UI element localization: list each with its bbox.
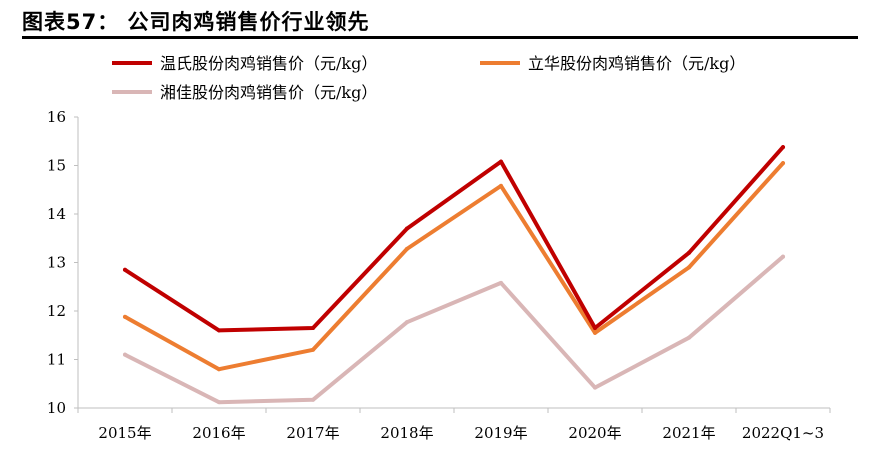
data-point [123, 352, 127, 357]
data-point [217, 328, 221, 333]
data-point [311, 347, 315, 352]
y-tick-label: 12 [47, 302, 66, 320]
y-tick-label: 15 [47, 157, 66, 175]
x-tick-label: 2020年 [568, 424, 621, 442]
x-tick-label: 2021年 [662, 424, 715, 442]
data-point [593, 330, 597, 335]
y-tick-label: 13 [47, 254, 66, 272]
data-point [499, 280, 503, 285]
data-point [405, 246, 409, 251]
data-point [405, 320, 409, 325]
series-line [123, 161, 785, 372]
legend-label: 湘佳股份肉鸡销售价（元/kg） [160, 83, 377, 102]
x-tick-label: 2019年 [474, 424, 527, 442]
data-point [311, 397, 315, 402]
data-point [217, 367, 221, 372]
figure-title: 图表57： 公司肉鸡销售价行业领先 [22, 10, 370, 34]
y-tick-label: 16 [47, 108, 66, 126]
data-point [781, 254, 785, 259]
y-tick-label: 14 [47, 205, 66, 223]
data-point [217, 400, 221, 405]
series-line [123, 254, 785, 405]
legend-label: 立华股份肉鸡销售价（元/kg） [528, 54, 745, 73]
data-point [499, 183, 503, 188]
data-point [687, 335, 691, 340]
series-line [123, 145, 785, 333]
data-point [123, 267, 127, 272]
x-tick-label: 2017年 [286, 424, 339, 442]
data-point [123, 314, 127, 319]
axes: 10 11 12 13 14 15 16 2015年 2016年 2017年 2018年 2019年 2… [47, 108, 831, 442]
y-tick-label: 10 [47, 399, 66, 417]
x-tick-label: 2018年 [380, 424, 433, 442]
x-tick-label: 2015年 [98, 424, 151, 442]
data-point [687, 250, 691, 255]
x-tick-label: 2022Q1~3 [742, 424, 824, 442]
y-tick-label: 11 [47, 351, 66, 369]
data-point [781, 161, 785, 166]
plot-area [123, 145, 785, 405]
data-point [499, 159, 503, 164]
x-tick-label: 2016年 [192, 424, 245, 442]
data-point [593, 325, 597, 330]
data-point [781, 145, 785, 150]
legend: 温氏股份肉鸡销售价（元/kg） 立华股份肉鸡销售价（元/kg） 湘佳股份肉鸡销售价（… [112, 54, 745, 102]
legend-label: 温氏股份肉鸡销售价（元/kg） [160, 54, 377, 73]
data-point [311, 325, 315, 330]
data-point [687, 265, 691, 270]
data-point [593, 385, 597, 390]
data-point [405, 226, 409, 231]
figure-header: 图表57： 公司肉鸡销售价行业领先 [22, 0, 858, 39]
title-rule [22, 36, 858, 39]
